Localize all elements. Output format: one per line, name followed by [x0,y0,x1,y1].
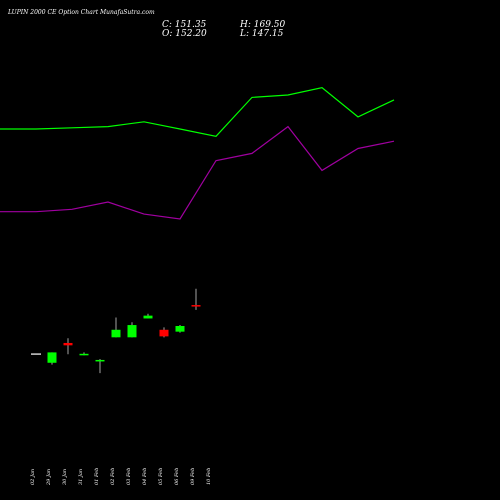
candle-body [95,359,105,362]
candle-body [191,305,201,307]
x-tick-label: 31 Jan [78,469,84,485]
band-lines [0,87,395,220]
x-axis-ticks: 02 Jan 29 Jan 30 Jan 31 Jan 01 Feb 02 Feb 03 F… [30,468,212,486]
x-tick-label: 02 Feb [110,468,116,485]
candle-body [63,342,73,346]
x-tick-label: 30 Jan [62,469,68,485]
x-tick-label: 03 Feb [126,468,132,485]
x-tick-label: 06 Feb [174,468,180,485]
x-tick-label: 02 Jan [30,469,36,485]
candle-body [127,325,137,338]
x-tick-label: 01 Feb [94,468,100,485]
candle-body [159,329,169,337]
candle-body [111,329,121,338]
high-value: H: 169.50 [240,20,286,30]
x-tick-label: 05 Feb [158,468,164,485]
candle-body [31,353,41,355]
chart-title: LUPIN 2000 CE Option Chart MunafaSutra.c… [8,9,155,16]
upper-band-line [0,87,395,137]
x-tick-label: 29 Jan [46,469,52,486]
x-tick-label: 10 Feb [206,468,212,485]
x-tick-label: 09 Feb [190,468,196,485]
candle-body [143,315,153,319]
lower-band-line [0,125,395,220]
x-tick-label: 04 Feb [142,468,148,485]
candles [31,288,201,374]
close-value: C: 151.35 [162,20,207,30]
candle-body [175,326,185,332]
open-value: O: 152.20 [162,29,207,39]
low-value: L: 147.15 [240,29,284,39]
candle-body [79,353,89,356]
candle-body [47,352,57,363]
